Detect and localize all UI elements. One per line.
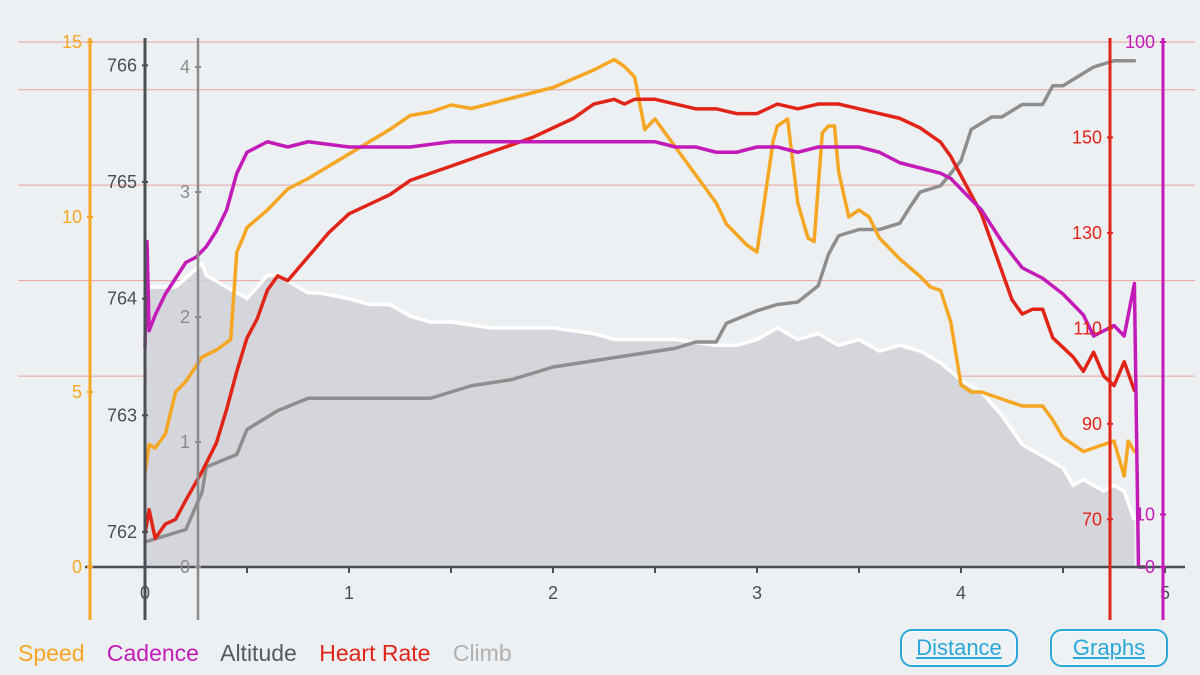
climb-tick-label: 1 — [180, 432, 190, 452]
legend: Speed Cadence Altitude Heart Rate Climb — [18, 640, 528, 667]
climb-tick-label: 0 — [180, 557, 190, 577]
altitude-fill — [145, 263, 1135, 567]
altitude-tick-label: 765 — [107, 172, 137, 192]
cadence-tick-label: 0 — [1145, 557, 1155, 577]
x-tick-label: 4 — [956, 583, 966, 603]
heart-rate-tick-label: 150 — [1072, 127, 1102, 147]
heart-rate-tick-label: 90 — [1082, 414, 1102, 434]
x-tick-label: 3 — [752, 583, 762, 603]
legend-heart-rate: Heart Rate — [319, 640, 431, 666]
speed-tick-label: 5 — [72, 382, 82, 402]
legend-cadence: Cadence — [106, 640, 199, 666]
distance-button[interactable]: Distance — [900, 629, 1018, 667]
heart-rate-line — [143, 97, 1137, 541]
climb-line — [143, 59, 1137, 544]
speed-tick-label: 0 — [72, 557, 82, 577]
x-tick-label: 5 — [1160, 583, 1170, 603]
legend-altitude: Altitude — [220, 640, 297, 666]
cadence-tick-label: 100 — [1125, 32, 1155, 52]
heart-rate-tick-label: 110 — [1073, 318, 1102, 338]
x-tick-label: 1 — [344, 583, 354, 603]
climb-tick-label: 3 — [180, 182, 190, 202]
climb-tick-label: 2 — [180, 307, 190, 327]
heart-rate-tick-label: 130 — [1072, 223, 1102, 243]
speed-tick-label: 10 — [62, 207, 82, 227]
legend-speed: Speed — [18, 640, 85, 666]
x-tick-label: 2 — [548, 583, 558, 603]
speed-tick-label: 15 — [62, 32, 82, 52]
altitude-tick-label: 764 — [107, 289, 137, 309]
legend-climb: Climb — [452, 640, 512, 666]
altitude-area — [143, 261, 1137, 567]
cadence-line — [143, 140, 1147, 569]
altitude-line — [143, 261, 1137, 521]
altitude-tick-label: 762 — [107, 522, 137, 542]
chart: 0123450510157627637647657660123470901101… — [18, 32, 1195, 620]
heart-rate-tick-label: 70 — [1082, 509, 1102, 529]
series-lines — [143, 57, 1147, 569]
axes: 0123450510157627637647657660123470901101… — [62, 32, 1185, 620]
speed-line — [143, 57, 1137, 478]
climb-tick-label: 4 — [180, 57, 190, 77]
altitude-tick-label: 766 — [107, 55, 137, 75]
cadence-tick-label: 10 — [1135, 505, 1155, 525]
altitude-tick-label: 763 — [107, 405, 137, 425]
graphs-button[interactable]: Graphs — [1050, 629, 1168, 667]
